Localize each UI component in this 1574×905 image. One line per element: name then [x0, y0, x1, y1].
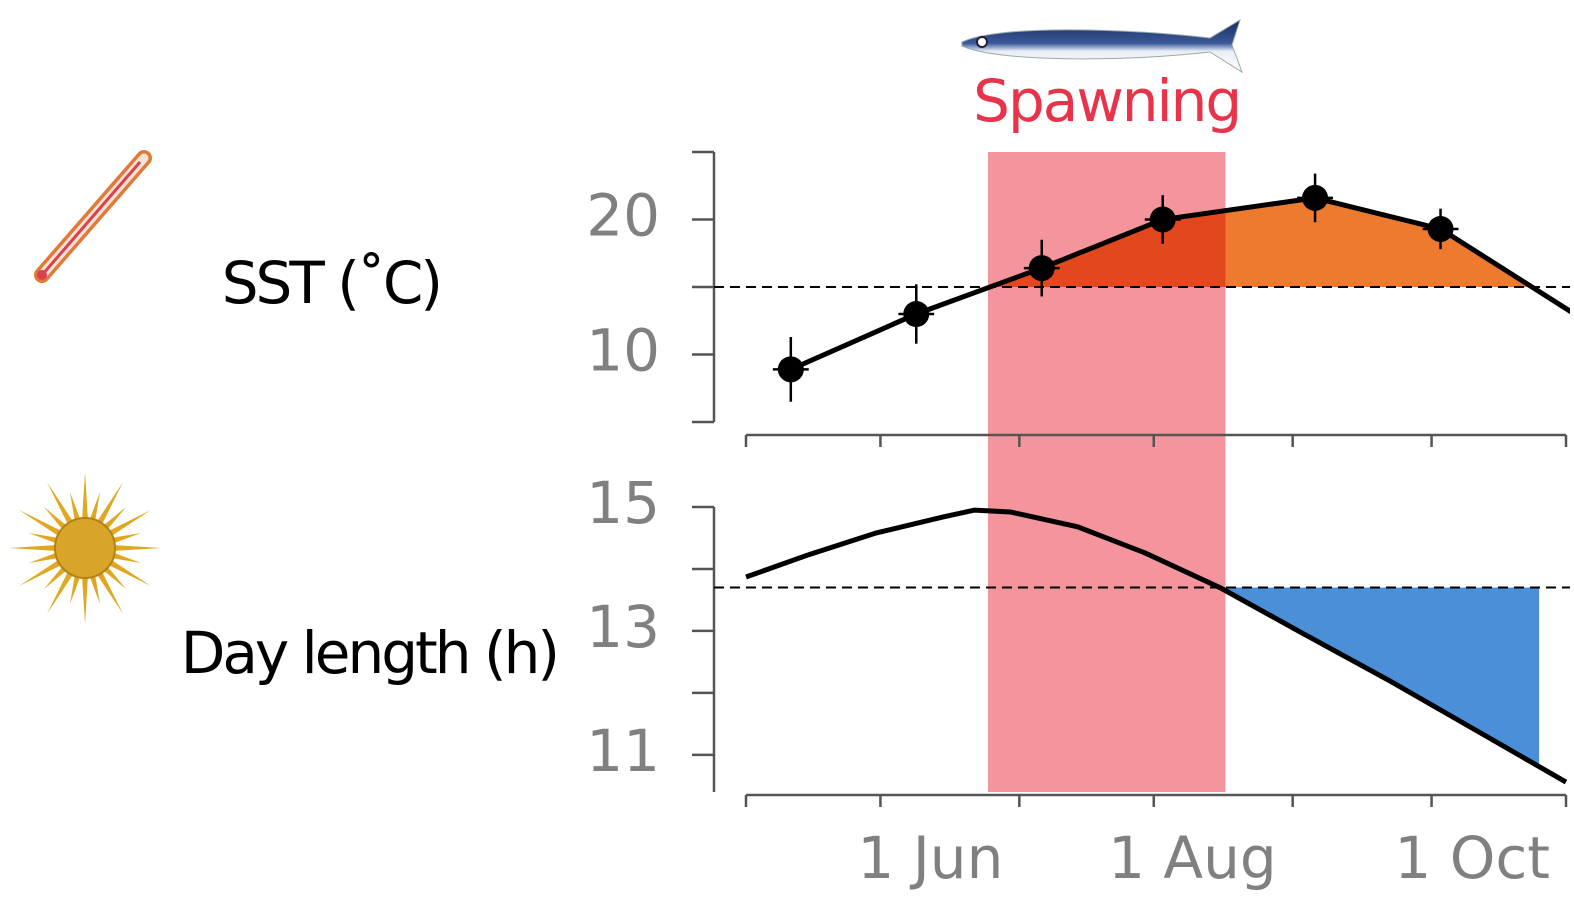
x-tick-label: 1 Aug	[1108, 824, 1277, 892]
sun-ray	[9, 544, 60, 552]
sun-ray	[101, 506, 127, 532]
sun-ray	[47, 568, 75, 614]
sun-ray	[43, 564, 69, 590]
span-label: Spawning	[973, 67, 1240, 135]
sun-ray	[69, 491, 82, 524]
sun-ray	[95, 568, 123, 614]
fish-icon	[961, 18, 1243, 74]
y-tick-label: 20	[586, 182, 660, 250]
sun-ray	[105, 558, 151, 586]
y-axis-label: Day length (h)	[181, 619, 557, 687]
sun-ray	[28, 532, 61, 545]
y-axis-label: SST (˚C)	[222, 249, 440, 317]
sun-ray	[19, 510, 65, 538]
y-tick-label: 11	[586, 717, 660, 785]
y-tick-label: 13	[586, 593, 660, 661]
sun-ray	[88, 572, 101, 605]
sun-ray	[88, 491, 101, 524]
data-point	[777, 356, 804, 383]
sun-icon	[9, 472, 161, 624]
x-tick-label: 1 Oct	[1394, 824, 1550, 892]
sun-ray	[28, 551, 61, 564]
sun-ray	[69, 572, 82, 605]
data-point	[1028, 255, 1055, 282]
data-line	[745, 507, 1568, 785]
sun-ray	[19, 558, 65, 586]
data-point	[1302, 184, 1329, 211]
data-point	[1427, 215, 1454, 242]
sun-ray	[81, 573, 89, 624]
sun-ray	[47, 482, 75, 528]
sun-ray	[95, 482, 123, 528]
data-point	[903, 301, 930, 327]
y-tick-label: 10	[586, 317, 660, 385]
sun-ray	[110, 544, 161, 552]
sun-ray	[109, 532, 142, 545]
sun-ray	[101, 564, 127, 590]
x-tick-label: 1 Jun	[857, 824, 1003, 892]
sun-ray	[81, 472, 89, 523]
sun-disc	[54, 517, 116, 579]
data-point	[1149, 206, 1176, 233]
y-tick-label: 15	[586, 469, 660, 537]
threshold-fill	[1219, 587, 1540, 767]
sun-ray	[109, 551, 142, 564]
sun-ray	[105, 510, 151, 538]
thermometer-icon	[34, 150, 152, 283]
sun-ray	[43, 506, 69, 532]
